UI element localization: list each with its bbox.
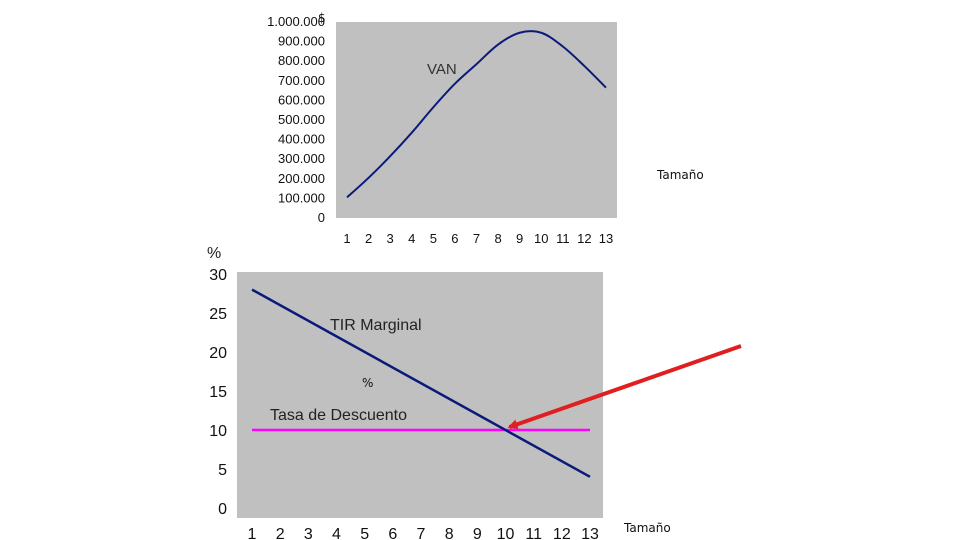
tir-x-tick-label: 3 bbox=[304, 526, 313, 540]
van-chart: $ 0 100.000 200.000 300.000 400.000 500.000 60… bbox=[267, 11, 704, 246]
tir-x-tick-label: 11 bbox=[525, 526, 542, 540]
van-x-tick-label: 5 bbox=[430, 231, 437, 246]
van-y-tick-label: 600.000 bbox=[278, 92, 325, 107]
van-y-tick-label: 400.000 bbox=[278, 132, 325, 147]
van-y-tick-label: 900.000 bbox=[278, 34, 325, 49]
van-x-tick-label: 6 bbox=[451, 231, 458, 246]
van-x-tick-label: 7 bbox=[473, 231, 480, 246]
van-x-tick-label: 10 bbox=[534, 231, 548, 246]
van-y-tick-label: 1.000.000 bbox=[267, 14, 325, 29]
van-series-label: VAN bbox=[427, 61, 457, 78]
tir-x-tick-label: 2 bbox=[276, 526, 285, 540]
tir-y-tick-label: 20 bbox=[209, 345, 227, 362]
van-y-tick-label: 800.000 bbox=[278, 53, 325, 68]
van-x-tick-label: 11 bbox=[556, 231, 570, 246]
tir-inner-percent-label: % bbox=[362, 376, 373, 390]
tir-x-axis-label: Tamaño bbox=[623, 521, 671, 535]
van-x-tick-label: 3 bbox=[387, 231, 394, 246]
tir-x-tick-label: 7 bbox=[417, 526, 426, 540]
tir-x-tick-label: 10 bbox=[497, 526, 515, 540]
tir-y-tick-label: 5 bbox=[218, 462, 227, 479]
tir-unit-symbol: % bbox=[207, 245, 221, 262]
van-plot-area bbox=[336, 22, 617, 218]
van-x-tick-label: 8 bbox=[494, 231, 501, 246]
tir-x-tick-label: 12 bbox=[553, 526, 571, 540]
intersection-arrow bbox=[507, 344, 742, 430]
tir-x-tick-label: 1 bbox=[248, 526, 257, 540]
tir-x-tick-label: 4 bbox=[332, 526, 341, 540]
tir-x-tick-label: 9 bbox=[473, 526, 482, 540]
van-unit-symbol: $ bbox=[318, 11, 326, 25]
tir-x-tick-label: 13 bbox=[581, 526, 599, 540]
van-x-tick-label: 4 bbox=[408, 231, 415, 246]
tir-y-tick-label: 30 bbox=[209, 267, 227, 284]
van-y-tick-label: 100.000 bbox=[278, 190, 325, 205]
tasa-descuento-label: Tasa de Descuento bbox=[270, 407, 407, 424]
van-x-tick-label: 9 bbox=[516, 231, 523, 246]
tir-marginal-line bbox=[251, 288, 591, 478]
tir-x-tick-label: 6 bbox=[388, 526, 397, 540]
van-x-tick-label: 2 bbox=[365, 231, 372, 246]
tir-marginal-label: TIR Marginal bbox=[330, 317, 422, 334]
van-series-line bbox=[346, 30, 607, 199]
van-y-tick-label: 700.000 bbox=[278, 73, 325, 88]
van-x-tick-label: 12 bbox=[577, 231, 591, 246]
tir-y-tick-label: 25 bbox=[209, 306, 227, 323]
van-y-tick-label: 200.000 bbox=[278, 171, 325, 186]
tir-y-tick-label: 10 bbox=[209, 423, 227, 440]
tir-x-tick-label: 8 bbox=[445, 526, 454, 540]
van-y-tick-label: 500.000 bbox=[278, 112, 325, 127]
tir-y-tick-label: 15 bbox=[209, 384, 227, 401]
van-y-tick-label: 0 bbox=[318, 210, 325, 225]
van-y-tick-label: 300.000 bbox=[278, 151, 325, 166]
tir-y-tick-label: 0 bbox=[218, 501, 227, 518]
tir-plot-area bbox=[237, 272, 603, 518]
van-x-axis-label: Tamaño bbox=[656, 168, 704, 182]
van-x-tick-label: 13 bbox=[599, 231, 613, 246]
tir-x-tick-label: 5 bbox=[360, 526, 369, 540]
van-x-tick-label: 1 bbox=[343, 231, 350, 246]
